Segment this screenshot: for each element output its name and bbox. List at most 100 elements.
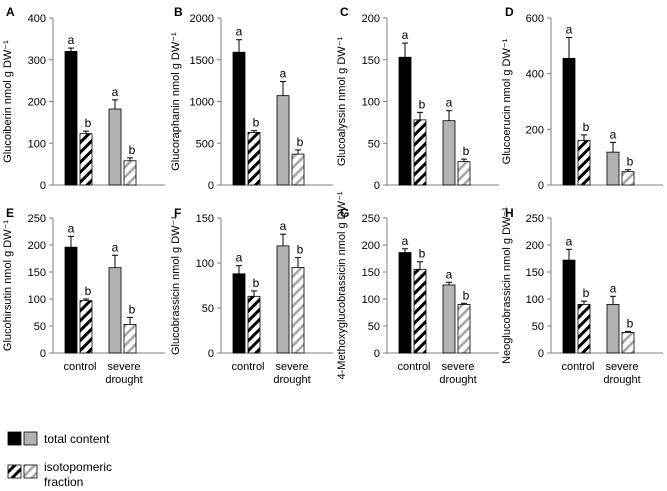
y-tick-label: 250 (362, 213, 380, 225)
bar-total-content (398, 252, 412, 354)
bar-isotopomeric-fraction (457, 303, 471, 354)
y-tick-label: 50 (368, 321, 380, 333)
panel-letter: H (505, 206, 514, 220)
x-category-label: severe (107, 361, 140, 373)
y-tick-label: 2000 (190, 13, 214, 25)
panel-letter: F (174, 206, 181, 220)
x-category-label: drought (105, 374, 142, 386)
y-tick-label: 100 (362, 294, 380, 306)
significance-letter: a (236, 251, 243, 265)
panel-letter: E (6, 206, 14, 220)
significance-letter: b (463, 288, 470, 302)
y-axis-label: 4-Methoxyglucobrassicin nmol g DW⁻¹ (336, 191, 348, 379)
bar-isotopomeric-fraction (413, 119, 427, 186)
x-category-label: control (63, 361, 96, 373)
bar-isotopomeric-fraction (123, 160, 137, 186)
x-category-label: control (561, 361, 594, 373)
significance-letter: a (68, 33, 75, 47)
y-tick-label: 0 (40, 348, 46, 360)
y-tick-label: 50 (368, 138, 380, 150)
y-tick-label: 0 (208, 348, 214, 360)
bar-isotopomeric-fraction (413, 268, 427, 354)
y-tick-label: 200 (362, 240, 380, 252)
legend-label-isotopomeric: fraction (44, 475, 83, 489)
panel-letter: G (340, 206, 349, 220)
significance-letter: a (446, 267, 453, 281)
x-category-label: control (231, 361, 264, 373)
bar-isotopomeric-fraction (123, 323, 137, 354)
bar-isotopomeric-fraction (79, 133, 93, 186)
y-tick-label: 50 (34, 321, 46, 333)
x-category-label: drought (439, 374, 476, 386)
panel-g: G 0 50 100 150 200 250 4-Methoxyglucobrassicin … (336, 191, 499, 386)
panel-e: E 0 50 100 150 200 250 Glucohirsutin nmol g DW⁻… (2, 206, 165, 386)
panel-b: B 0 500 1000 1500 2000 Glucoraphanin nmol g DW… (170, 5, 333, 192)
y-axis-label: Glucoerucin nmol g DW⁻¹ (501, 38, 513, 164)
bar-total-content (398, 56, 412, 186)
y-tick-label: 100 (28, 294, 46, 306)
significance-letter: b (129, 143, 136, 157)
significance-letter: a (610, 281, 617, 295)
bar-total-content (108, 108, 122, 186)
bar-isotopomeric-fraction (291, 153, 305, 186)
panel-letter: A (6, 5, 15, 19)
panel-a: A 0 100 200 300 400 Glucoiberin nmol g DW⁻¹ a b a… (2, 5, 165, 192)
significance-letter: b (253, 276, 260, 290)
significance-letter: b (627, 155, 634, 169)
bar-isotopomeric-fraction (577, 140, 591, 186)
y-tick-label: 100 (526, 294, 544, 306)
bar-total-content (606, 151, 620, 186)
x-category-label: severe (605, 361, 638, 373)
y-tick-label: 50 (202, 303, 214, 315)
y-axis-label: Neoglucobrassicin nmol g DW⁻¹ (501, 207, 513, 364)
y-axis-label: Glucobrassicin nmol g DW⁻¹ (170, 216, 182, 355)
bar-total-content (442, 284, 456, 354)
significance-letter: b (419, 247, 426, 261)
y-tick-label: 100 (196, 258, 214, 270)
bar-total-content (232, 51, 246, 186)
y-axis-label: Glucoiberin nmol g DW⁻¹ (2, 40, 14, 163)
legend-swatch-control-iso (7, 464, 22, 479)
significance-letter: a (68, 221, 75, 235)
significance-letter: a (566, 22, 573, 36)
x-category-label: severe (441, 361, 474, 373)
significance-letter: a (610, 127, 617, 141)
y-tick-label: 150 (526, 267, 544, 279)
bar-isotopomeric-fraction (457, 161, 471, 186)
significance-letter: b (463, 144, 470, 158)
significance-letter: a (280, 66, 287, 80)
y-tick-label: 150 (362, 55, 380, 67)
significance-letter: b (85, 116, 92, 130)
bar-total-content (562, 57, 576, 186)
y-tick-label: 500 (196, 138, 214, 150)
panel-letter: B (174, 5, 183, 19)
y-tick-label: 400 (526, 69, 544, 81)
significance-letter: b (297, 243, 304, 257)
bar-total-content (442, 120, 456, 186)
bar-total-content (108, 267, 122, 354)
y-tick-label: 50 (532, 321, 544, 333)
bar-isotopomeric-fraction (621, 332, 635, 354)
y-axis-label: Glucoalyssin nmol g DW⁻¹ (336, 37, 348, 167)
y-tick-label: 300 (28, 55, 46, 67)
bar-isotopomeric-fraction (577, 303, 591, 354)
significance-letter: a (402, 28, 409, 42)
significance-letter: b (583, 120, 590, 134)
panel-h: H 0 50 100 150 200 250 Neoglucobrassicin nmol g… (501, 206, 663, 386)
y-tick-label: 1500 (190, 55, 214, 67)
significance-letter: b (297, 135, 304, 149)
y-tick-label: 0 (208, 180, 214, 192)
legend-label-isotopomeric: isotopomeric (44, 460, 112, 474)
x-category-label: control (397, 361, 430, 373)
bar-isotopomeric-fraction (291, 267, 305, 354)
significance-letter: a (112, 240, 119, 254)
y-tick-label: 0 (374, 348, 380, 360)
y-tick-label: 600 (526, 13, 544, 25)
bar-isotopomeric-fraction (621, 171, 635, 186)
significance-letter: a (566, 234, 573, 248)
bar-total-content (562, 259, 576, 354)
y-tick-label: 100 (28, 138, 46, 150)
significance-letter: b (129, 302, 136, 316)
bar-total-content (606, 303, 620, 354)
panel-letter: C (340, 5, 349, 19)
